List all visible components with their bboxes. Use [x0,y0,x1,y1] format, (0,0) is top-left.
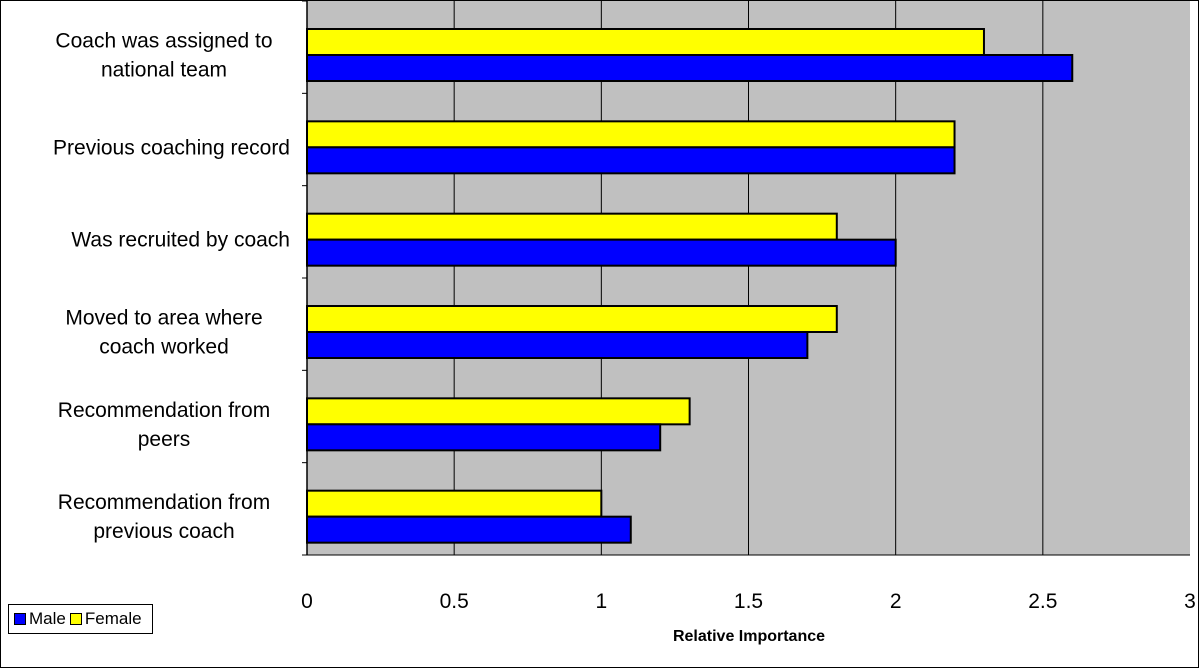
bar-male [306,54,1074,82]
x-tick-label: 0.5 [440,590,469,613]
bar-female [306,212,838,241]
x-tick-label: 0 [301,590,313,613]
category-label: Previous coaching record [53,136,290,159]
category-label: Recommendation from peers [58,399,270,451]
category-label: Recommendation from previous coach [58,491,270,543]
category-labels: Coach was assigned to national team Previo… [53,30,290,544]
legend-swatch-female [69,613,82,625]
bar-male [306,146,956,175]
bar-male [306,331,809,359]
bars [306,28,1074,544]
axes [302,0,1190,556]
legend-item-male: Male [14,609,66,629]
bar-male [306,423,662,452]
bar-female [306,120,956,149]
bar-female [306,305,838,333]
x-tick-labels: 0 0.5 1 1.5 2 2.5 3 [301,590,1196,613]
x-tick-label: 1 [595,590,607,613]
legend-swatch-male [14,613,26,625]
bar-male [306,515,632,544]
legend-label-male: Male [29,609,66,628]
x-tick-label: 2.5 [1028,590,1057,613]
bar-female [306,489,603,518]
legend: Male Female [8,604,153,634]
bar-female [306,28,985,56]
category-label: Was recruited by coach [71,229,290,252]
category-label: Moved to area where coach worked [65,307,262,359]
bar-female [306,397,691,426]
x-tick-label: 2 [890,590,902,613]
gridlines [453,1,1044,555]
x-tick-label: 3 [1184,590,1196,613]
legend-item-female: Female [69,609,142,629]
x-axis-title: Relative Importance [673,628,825,645]
x-tick-label: 1.5 [734,590,763,613]
legend-label-female: Female [84,609,142,628]
category-label: Coach was assigned to national team [55,30,272,82]
bar-male [306,238,897,267]
